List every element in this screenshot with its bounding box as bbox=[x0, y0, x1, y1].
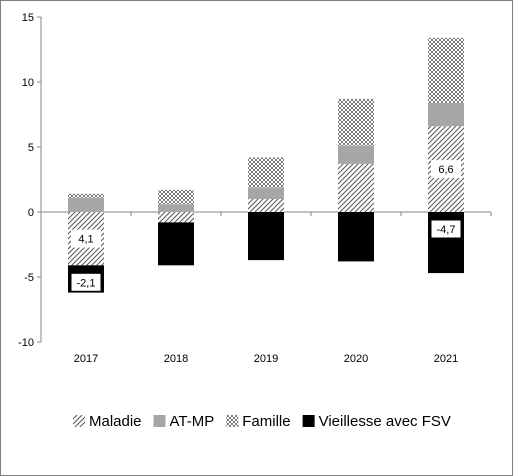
bar-famille-2019 bbox=[248, 157, 284, 188]
y-tick-label: 15 bbox=[22, 12, 34, 24]
data-label-box bbox=[430, 219, 462, 239]
data-label-box bbox=[431, 160, 461, 179]
data-labels: 4,1 -2,1 6,6 -4,7 bbox=[70, 160, 462, 292]
bar-maladie-2020 bbox=[338, 163, 374, 212]
y-tick-label: 10 bbox=[22, 77, 34, 89]
bar-famille-2020 bbox=[338, 98, 374, 146]
bar-at-mp-2017 bbox=[68, 197, 104, 212]
y-tick-label: 0 bbox=[28, 207, 34, 219]
bar-at-mp-2020 bbox=[338, 145, 374, 164]
data-label-maladie-2021: 6,6 bbox=[438, 164, 453, 176]
data-label-box bbox=[70, 272, 102, 292]
bar-maladie-2019 bbox=[248, 199, 284, 212]
data-label-box bbox=[71, 229, 101, 248]
data-label-vieillesse-avec-fsv-2021: -4,7 bbox=[437, 224, 456, 236]
bar-famille-2018 bbox=[158, 189, 194, 205]
bars bbox=[68, 37, 464, 293]
bar-vieillesse-avec-fsv-2020 bbox=[338, 212, 374, 262]
y-tick-label: -5 bbox=[24, 272, 34, 284]
y-tick-label: 5 bbox=[28, 142, 34, 154]
bar-famille-2017 bbox=[68, 193, 104, 198]
legend-label-famille: Famille bbox=[242, 413, 290, 430]
x-tick-label: 2017 bbox=[74, 353, 98, 365]
bar-famille-2021 bbox=[428, 37, 464, 103]
bar-vieillesse-avec-fsv-2018 bbox=[158, 222, 194, 266]
bar-maladie-2018 bbox=[158, 212, 194, 223]
x-tick-label: 2019 bbox=[254, 353, 278, 365]
x-tick-label: 2018 bbox=[164, 353, 188, 365]
y-tick-label: -10 bbox=[18, 337, 34, 349]
legend-label-at-mp: AT-MP bbox=[170, 413, 215, 430]
legend: Maladie AT-MP Famille Vieillesse avec FSV bbox=[73, 413, 451, 430]
bar-vieillesse-avec-fsv-2019 bbox=[248, 212, 284, 261]
bar-at-mp-2021 bbox=[428, 102, 464, 127]
legend-swatch-at-mp bbox=[153, 415, 166, 427]
legend-label-vieillesse-avec-fsv: Vieillesse avec FSV bbox=[319, 413, 451, 430]
legend-swatch-famille bbox=[226, 415, 239, 427]
bar-at-mp-2018 bbox=[158, 204, 194, 212]
data-label-vieillesse-avec-fsv-2017: -2,1 bbox=[77, 277, 96, 289]
x-tick-label: 2021 bbox=[434, 353, 458, 365]
x-tick-label: 2020 bbox=[344, 353, 368, 365]
data-label-maladie-2017: 4,1 bbox=[78, 234, 93, 246]
legend-swatch-maladie bbox=[73, 415, 85, 427]
legend-label-maladie: Maladie bbox=[89, 413, 142, 430]
bar-at-mp-2019 bbox=[248, 187, 284, 199]
legend-swatch-vieillesse-avec-fsv bbox=[302, 415, 315, 427]
